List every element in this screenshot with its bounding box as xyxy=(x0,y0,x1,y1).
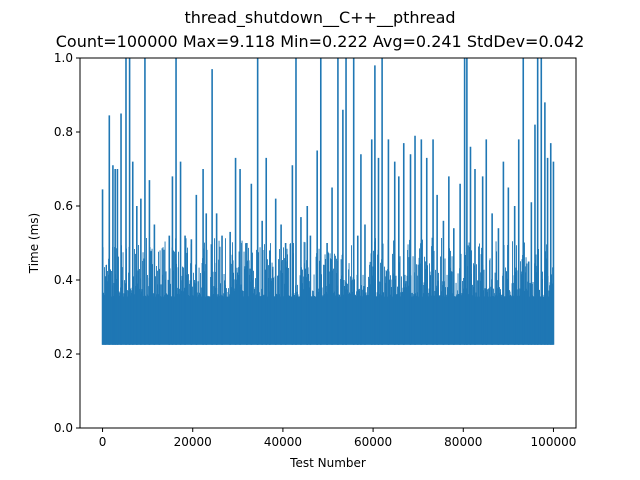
y-tick-label: 1.0 xyxy=(54,51,73,65)
x-tick-label: 100000 xyxy=(531,435,577,449)
x-tick-label: 0 xyxy=(99,435,107,449)
chart-subtitle: Count=100000 Max=9.118 Min=0.222 Avg=0.2… xyxy=(56,32,585,51)
y-tick-label: 0.4 xyxy=(54,273,73,287)
y-tick-label: 0.8 xyxy=(54,125,73,139)
plot-area xyxy=(79,57,577,429)
x-tick-label: 80000 xyxy=(444,435,482,449)
y-tick-label: 0.6 xyxy=(54,199,73,213)
plot-frame xyxy=(79,57,577,429)
y-tick-label: 0.0 xyxy=(54,421,73,435)
y-axis-label: Time (ms) xyxy=(27,213,41,275)
x-axis-label: Test Number xyxy=(289,456,366,470)
chart-title: thread_shutdown__C++__pthread xyxy=(184,8,455,28)
series-layer xyxy=(101,58,555,345)
x-tick-label: 40000 xyxy=(264,435,302,449)
x-tick-label: 20000 xyxy=(174,435,212,449)
x-tick-label: 60000 xyxy=(354,435,392,449)
y-tick-label: 0.2 xyxy=(54,347,73,361)
x-axis: 0 20000 40000 60000 80000 100000 xyxy=(99,428,577,449)
y-axis: 0.0 0.2 0.4 0.6 0.8 1.0 xyxy=(54,51,80,435)
